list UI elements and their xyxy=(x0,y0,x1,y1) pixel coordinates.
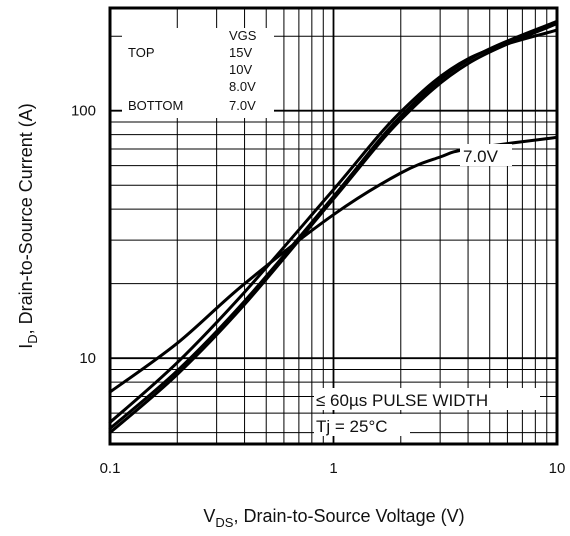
legend-bottom-label: BOTTOM xyxy=(128,98,183,113)
temperature-note: Tj = 25°C xyxy=(316,417,388,436)
legend-entry-7v: 7.0V xyxy=(229,98,256,113)
series-line-vgs-15v xyxy=(108,22,559,435)
series-label-bg xyxy=(460,144,512,166)
y-axis-title-subscript: D xyxy=(25,334,40,343)
pulse-note-bg xyxy=(314,388,540,410)
x-axis-title-rest: , Drain-to-Source Voltage (V) xyxy=(233,506,464,526)
series-line-vgs-80v xyxy=(108,28,559,424)
y-tick-label: 10 xyxy=(79,350,96,367)
legend-entry-8v: 8.0V xyxy=(229,79,256,94)
legend-entry-15v: 15V xyxy=(229,45,252,60)
legend-header: VGS xyxy=(229,28,257,43)
legend-top-label: TOP xyxy=(128,45,155,60)
x-axis-title-prefix: V xyxy=(203,506,215,526)
series-label-7v: 7.0V xyxy=(463,147,499,166)
temp-note-bg xyxy=(314,414,410,436)
pulse-width-note: ≤ 60µs PULSE WIDTH xyxy=(316,391,488,410)
x-tick-label: 10 xyxy=(549,460,566,477)
legend: VGS TOP 15V 10V 8.0V BOTTOM 7.0V xyxy=(122,28,274,118)
plot-frame xyxy=(108,6,559,446)
x-axis-title-subscript: DS xyxy=(215,515,233,530)
y-axis-title-prefix: I xyxy=(16,344,36,349)
x-axis-title: VDS, Drain-to-Source Voltage (V) xyxy=(203,506,464,530)
x-tick-label: 1 xyxy=(329,460,337,477)
legend-box xyxy=(122,28,274,118)
tick-labels: 0.1 1 10 10 100 xyxy=(71,103,565,477)
y-tick-label: 100 xyxy=(71,103,96,120)
x-tick-label: 0.1 xyxy=(100,460,121,477)
y-axis-title-rest: , Drain-to-Source Current (A) xyxy=(16,103,36,334)
legend-entry-10v: 10V xyxy=(229,62,252,77)
y-axis-title: ID, Drain-to-Source Current (A) xyxy=(16,103,40,348)
